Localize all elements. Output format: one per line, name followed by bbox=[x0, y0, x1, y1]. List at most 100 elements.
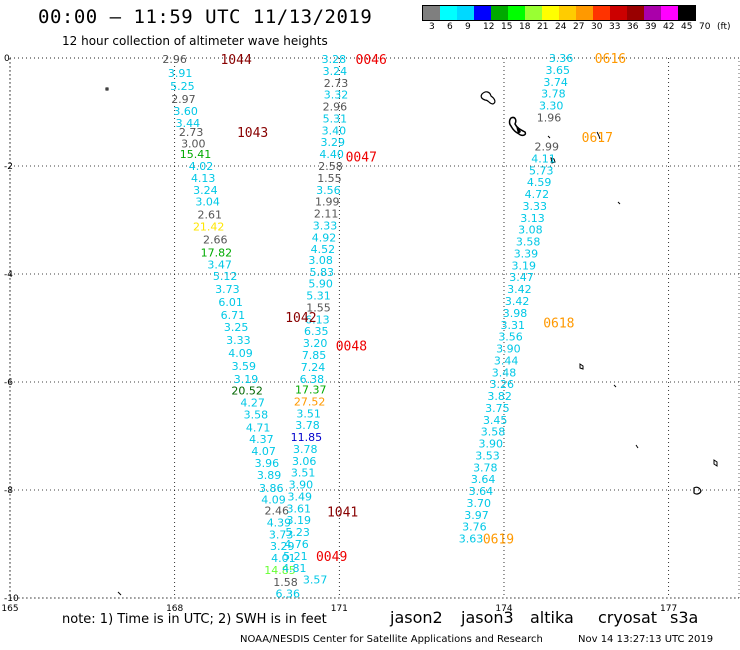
swh-value: 3.78 bbox=[295, 419, 320, 432]
y-tick-label: 0 bbox=[4, 54, 10, 64]
color-scale-label: 70 bbox=[699, 22, 711, 32]
swh-value: 5.83 bbox=[310, 266, 335, 279]
color-swatch-70 bbox=[678, 6, 695, 20]
legend-jason2: jason2 bbox=[390, 608, 443, 627]
island-outline bbox=[617, 201, 621, 205]
swh-value: 11.85 bbox=[291, 431, 323, 444]
swh-value: 6.13 bbox=[305, 313, 330, 326]
swh-value: 3.24 bbox=[323, 65, 348, 78]
island-outline bbox=[713, 459, 718, 467]
pass-time-label: 0616 bbox=[595, 52, 626, 67]
color-swatch-18 bbox=[508, 6, 525, 20]
swh-value: 3.63 bbox=[459, 533, 484, 546]
swh-value: 5.31 bbox=[323, 112, 348, 125]
swh-value: 3.45 bbox=[483, 414, 508, 427]
pass-time-labels: 1044 1043 1042 1041 0046 0047 0048 0049 0616 0617… bbox=[220, 52, 626, 565]
swh-value: 4.76 bbox=[284, 538, 309, 551]
swh-value: 6.35 bbox=[304, 325, 329, 338]
swh-value: 3.51 bbox=[296, 407, 321, 420]
swh-value: 3.19 bbox=[234, 373, 259, 386]
swh-value: 1.58 bbox=[273, 576, 298, 589]
island-outline bbox=[508, 116, 527, 137]
swh-value: 2.99 bbox=[535, 141, 560, 154]
island-outline bbox=[550, 157, 556, 164]
swh-value: 4.59 bbox=[527, 176, 552, 189]
swh-value: 3.44 bbox=[176, 117, 201, 130]
swh-value: 3.42 bbox=[507, 283, 532, 296]
swh-value: 4.02 bbox=[189, 160, 214, 173]
y-tick-label: -8 bbox=[4, 486, 13, 496]
swh-value: 5.21 bbox=[283, 550, 308, 563]
y-tick-label: -4 bbox=[4, 270, 13, 280]
swh-value: 3.86 bbox=[259, 482, 284, 495]
color-scale-label: 45 bbox=[681, 22, 693, 32]
swh-value: 3.26 bbox=[490, 378, 515, 391]
swh-value: 21.42 bbox=[193, 220, 225, 233]
swh-value: 2.11 bbox=[314, 208, 339, 221]
swh-value: 20.52 bbox=[231, 385, 263, 398]
swh-value: 2.46 bbox=[265, 505, 290, 518]
swh-value: 4.09 bbox=[261, 494, 286, 507]
swh-value: 4.92 bbox=[312, 231, 337, 244]
swh-value: 3.51 bbox=[291, 467, 316, 480]
swh-value: 5.31 bbox=[306, 290, 331, 303]
swh-value: 3.64 bbox=[471, 473, 496, 486]
swh-value: 1.55 bbox=[317, 172, 342, 185]
island-outline bbox=[579, 363, 584, 370]
swh-value: 27.52 bbox=[294, 395, 326, 408]
swh-value: 3.04 bbox=[195, 196, 220, 209]
swh-value: 3.53 bbox=[475, 449, 500, 462]
y-tick-label: -2 bbox=[4, 162, 13, 172]
color-scale-label: (ft) bbox=[717, 22, 731, 32]
swh-value: 5.90 bbox=[308, 278, 333, 291]
color-swatch-36 bbox=[610, 6, 627, 20]
color-scale-label: 39 bbox=[645, 22, 657, 32]
swh-value: 2.97 bbox=[171, 93, 196, 106]
swh-value: 3.13 bbox=[520, 212, 545, 225]
swh-value: 3.75 bbox=[485, 402, 510, 415]
swh-value: 3.78 bbox=[473, 461, 498, 474]
color-scale-bar bbox=[422, 5, 696, 21]
swh-value: 4.27 bbox=[240, 397, 265, 410]
swh-value: 3.76 bbox=[462, 521, 487, 534]
swh-value: 3.33 bbox=[313, 219, 338, 232]
color-swatch-42 bbox=[644, 6, 661, 20]
swh-value: 3.47 bbox=[207, 258, 232, 271]
y-tick-label: -6 bbox=[4, 378, 13, 388]
swh-value: 3.90 bbox=[479, 438, 504, 451]
color-swatch-9 bbox=[457, 6, 474, 20]
swh-value: 3.98 bbox=[503, 307, 528, 320]
swh-value: 3.56 bbox=[316, 184, 341, 197]
pass-time-label: 0047 bbox=[346, 150, 377, 165]
swh-value: 6.01 bbox=[218, 296, 243, 309]
axis-tick-labels: 165 168 171 174 177 0 -2 -4 -6 -8 -10 bbox=[1, 54, 677, 614]
color-scale-label: 33 bbox=[609, 22, 621, 32]
pass-time-label: 0619 bbox=[483, 533, 514, 548]
swh-value: 4.71 bbox=[246, 421, 271, 434]
swh-value: 3.74 bbox=[543, 76, 568, 89]
island-outline bbox=[547, 135, 551, 139]
swh-value: 3.96 bbox=[255, 457, 280, 470]
map-grid bbox=[9, 57, 740, 599]
swh-value: 5.12 bbox=[213, 270, 238, 283]
swh-value: 4.11 bbox=[531, 152, 556, 165]
swh-value: 2.73 bbox=[324, 77, 349, 90]
island-outline bbox=[613, 384, 617, 388]
swh-value: 4.37 bbox=[249, 433, 274, 446]
swh-value: 3.73 bbox=[215, 283, 240, 296]
swh-value: 1.99 bbox=[315, 196, 340, 209]
swh-value: 3.08 bbox=[518, 224, 543, 237]
swh-value: 3.29 bbox=[270, 540, 295, 553]
swh-value: 3.44 bbox=[494, 354, 519, 367]
color-swatch-45 bbox=[661, 6, 678, 20]
pass-time-label: 0618 bbox=[543, 317, 574, 332]
pass-time-label: 1041 bbox=[327, 506, 358, 521]
swh-value: 3.90 bbox=[496, 343, 521, 356]
swh-value: 2.58 bbox=[318, 160, 343, 173]
swh-value: 3.78 bbox=[293, 443, 318, 456]
swh-value: 17.82 bbox=[201, 246, 233, 259]
swh-value: 3.08 bbox=[308, 254, 333, 267]
swh-value: 4.81 bbox=[282, 562, 307, 575]
island-outline bbox=[480, 91, 496, 105]
